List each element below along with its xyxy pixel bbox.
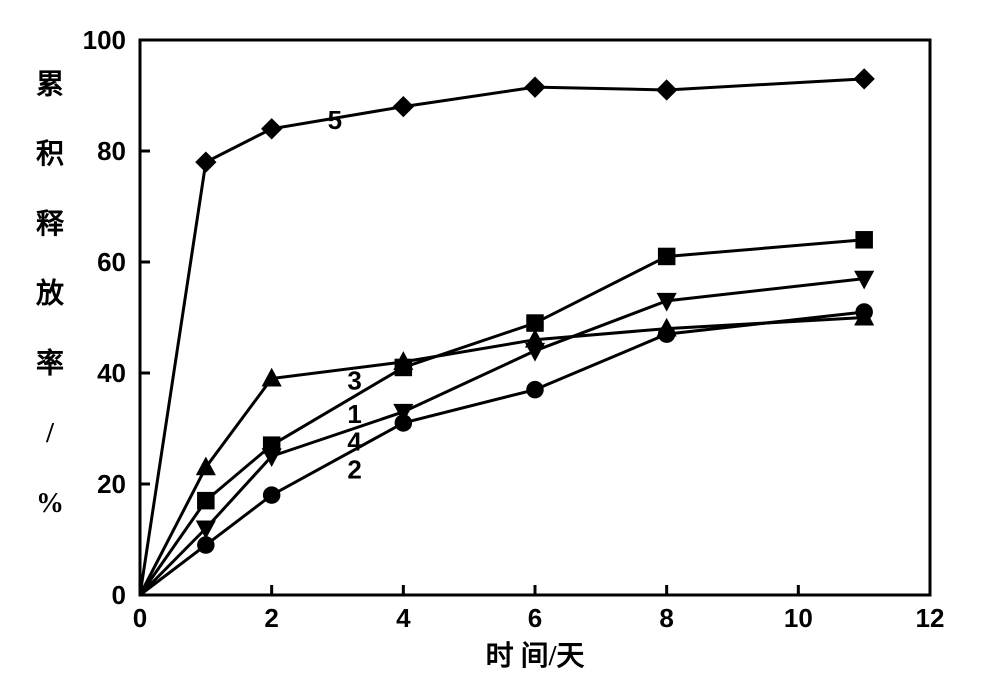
- y-tick-label: 0: [112, 580, 126, 610]
- series-2-line: [140, 312, 864, 595]
- y-axis-label-char: /: [45, 418, 55, 449]
- release-rate-chart: 024681012020406080100时 间/天累积释放率/%12345: [0, 0, 1000, 685]
- series-5-line: [140, 79, 864, 595]
- series-1-label: 1: [347, 399, 361, 429]
- x-tick-label: 0: [133, 603, 147, 633]
- y-axis-label-char: 积: [36, 138, 64, 170]
- x-tick-label: 12: [916, 603, 945, 633]
- x-tick-label: 10: [784, 603, 813, 633]
- y-tick-label: 40: [97, 358, 126, 388]
- y-tick-label: 100: [83, 25, 126, 55]
- series-3: [140, 308, 873, 595]
- chart-container: 024681012020406080100时 间/天累积释放率/%12345: [0, 0, 1000, 685]
- y-axis-label-char: 率: [36, 346, 64, 379]
- series-4-label: 4: [347, 427, 362, 457]
- series-1: [140, 232, 872, 595]
- x-axis-label: 时 间/天: [486, 640, 585, 672]
- x-tick-label: 4: [396, 603, 411, 633]
- series-3-line: [140, 318, 864, 596]
- series-3-label: 3: [347, 366, 361, 396]
- x-tick-label: 2: [264, 603, 278, 633]
- y-axis-label-char: 累: [36, 69, 64, 100]
- y-tick-label: 20: [97, 469, 126, 499]
- series-4-line: [140, 279, 864, 595]
- series-2: [140, 304, 872, 595]
- series-4: [140, 271, 873, 595]
- y-axis-label-char: %: [36, 488, 64, 519]
- series-5-label: 5: [328, 105, 342, 135]
- y-tick-label: 80: [97, 136, 126, 166]
- x-tick-label: 8: [659, 603, 673, 633]
- series-2-label: 2: [347, 454, 361, 484]
- series-1-line: [140, 240, 864, 595]
- x-tick-label: 6: [528, 603, 542, 633]
- y-axis-label-char: 释: [36, 208, 65, 240]
- y-axis-label-char: 放: [35, 277, 65, 310]
- y-tick-label: 60: [97, 247, 126, 277]
